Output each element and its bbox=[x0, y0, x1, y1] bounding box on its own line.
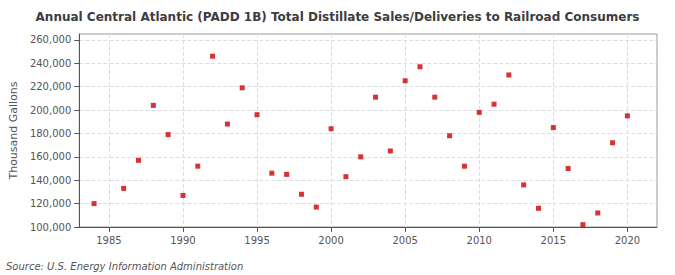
svg-text:180,000: 180,000 bbox=[30, 128, 71, 139]
svg-text:2015: 2015 bbox=[541, 235, 566, 246]
svg-text:240,000: 240,000 bbox=[30, 58, 71, 69]
svg-text:160,000: 160,000 bbox=[30, 151, 71, 162]
svg-text:2020: 2020 bbox=[615, 235, 640, 246]
svg-text:1995: 1995 bbox=[244, 235, 269, 246]
svg-text:1985: 1985 bbox=[96, 235, 121, 246]
svg-text:1990: 1990 bbox=[170, 235, 195, 246]
svg-text:220,000: 220,000 bbox=[30, 81, 71, 92]
svg-text:2000: 2000 bbox=[318, 235, 343, 246]
svg-text:2010: 2010 bbox=[467, 235, 492, 246]
svg-text:140,000: 140,000 bbox=[30, 175, 71, 186]
svg-text:Source: U.S. Energy Informatio: Source: U.S. Energy Information Administ… bbox=[6, 261, 243, 272]
svg-text:120,000: 120,000 bbox=[30, 198, 71, 209]
svg-text:200,000: 200,000 bbox=[30, 105, 71, 116]
svg-text:260,000: 260,000 bbox=[30, 34, 71, 45]
svg-text:Thousand Gallons: Thousand Gallons bbox=[7, 81, 20, 180]
svg-text:100,000: 100,000 bbox=[30, 222, 71, 233]
svg-text:Annual Central Atlantic (PADD: Annual Central Atlantic (PADD 1B) Total … bbox=[36, 10, 640, 24]
svg-text:2005: 2005 bbox=[392, 235, 417, 246]
